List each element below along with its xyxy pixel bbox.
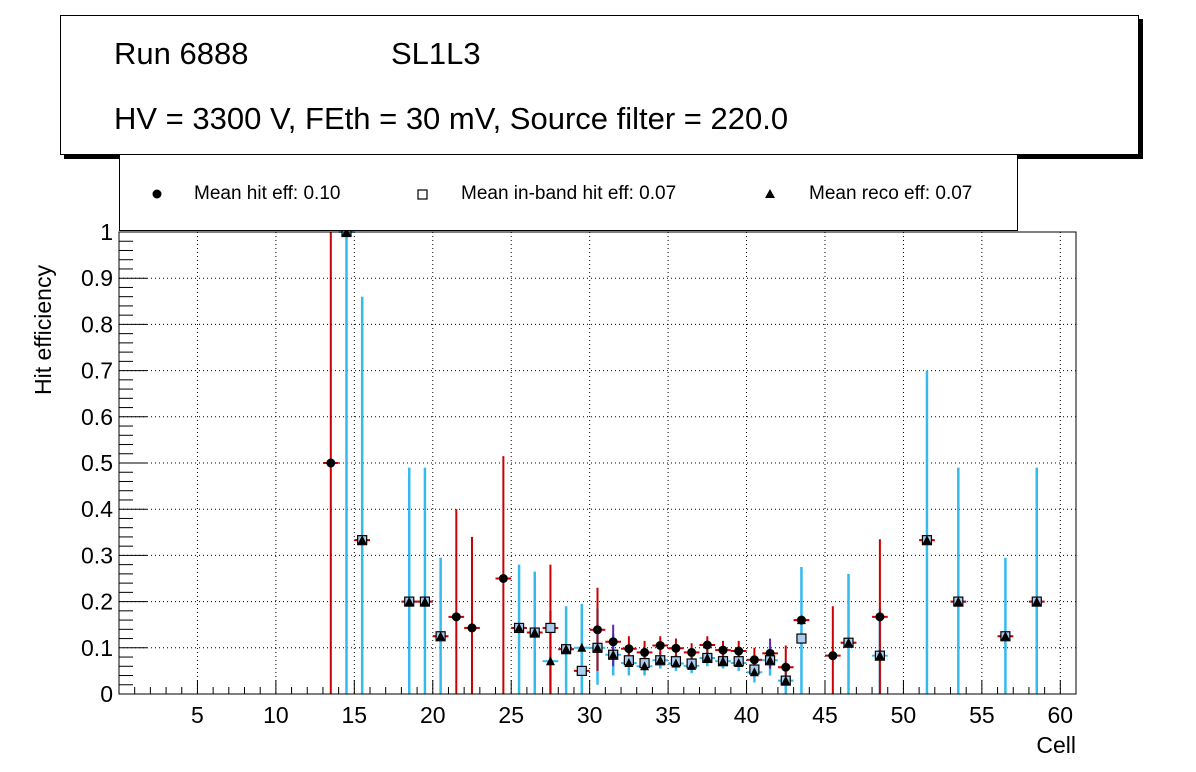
data-markers bbox=[326, 226, 1042, 686]
legend-inband-eff: Mean in-band hit eff: 0.07 bbox=[461, 183, 677, 204]
reco-eff-point bbox=[1000, 631, 1010, 641]
legend-square-marker bbox=[417, 189, 428, 200]
reco-eff-point bbox=[734, 658, 744, 668]
hit-eff-point bbox=[608, 637, 618, 647]
hit-eff-point bbox=[593, 625, 602, 635]
x-tick-label: 10 bbox=[263, 702, 289, 728]
x-tick-label: 5 bbox=[191, 702, 204, 728]
hit-eff-point bbox=[671, 643, 681, 653]
hit-eff-point bbox=[718, 645, 728, 655]
y-tick-label: 0.1 bbox=[81, 635, 113, 661]
reco-eff-point bbox=[749, 667, 759, 677]
reco-eff-point bbox=[530, 627, 540, 637]
legend-triangle-marker bbox=[765, 189, 775, 198]
reco-eff-point bbox=[420, 596, 430, 606]
hit-eff-point bbox=[687, 647, 697, 657]
reco-eff-point bbox=[953, 596, 963, 606]
y-axis-label: Hit efficiency bbox=[30, 265, 56, 395]
x-axis-label: Cell bbox=[1036, 732, 1076, 758]
inband-eff-point bbox=[576, 665, 587, 677]
hit-eff-point bbox=[828, 651, 838, 661]
x-tick-label: 25 bbox=[498, 702, 524, 728]
conditions-label: HV = 3300 V, FEth = 30 mV, Source filter… bbox=[114, 101, 789, 136]
legend: Mean hit eff: 0.10 Mean in-band hit eff:… bbox=[119, 155, 1018, 231]
grid-lines bbox=[119, 231, 1076, 695]
reco-eff-point bbox=[718, 656, 728, 666]
x-tick-label: 15 bbox=[342, 702, 368, 728]
legend-reco-eff: Mean reco eff: 0.07 bbox=[809, 183, 973, 204]
y-tick-label: 0.4 bbox=[81, 496, 113, 522]
x-tick-label: 40 bbox=[734, 702, 760, 728]
reco-eff-point bbox=[624, 658, 634, 668]
reco-eff-point bbox=[608, 649, 618, 659]
reco-eff-point bbox=[404, 596, 414, 606]
hit-eff-point bbox=[451, 612, 461, 622]
hit-eff-point bbox=[734, 646, 744, 656]
hit-eff-point bbox=[498, 574, 508, 583]
x-tick-label: 20 bbox=[420, 702, 446, 728]
legend-hit-eff: Mean hit eff: 0.10 bbox=[194, 183, 341, 204]
legend-circle-marker bbox=[152, 189, 162, 199]
title-box: Run 6888 SL1L3 HV = 3300 V, FEth = 30 mV… bbox=[60, 15, 1139, 155]
hit-eff-point bbox=[875, 612, 885, 622]
reco-eff-point bbox=[671, 658, 681, 668]
reco-eff-point bbox=[640, 661, 650, 671]
reco-eff-point bbox=[436, 631, 446, 641]
reco-eff-point bbox=[702, 652, 712, 662]
x-tick-label: 60 bbox=[1048, 702, 1074, 728]
reco-eff-point bbox=[593, 642, 602, 652]
reco-eff-point bbox=[765, 655, 775, 665]
inband-eff-point bbox=[796, 633, 807, 644]
x-tick-label: 30 bbox=[577, 702, 603, 728]
hit-eff-point bbox=[702, 640, 712, 650]
reco-eff-point bbox=[875, 650, 885, 660]
hit-eff-point bbox=[624, 644, 634, 654]
reco-eff-point bbox=[561, 644, 571, 654]
hit-eff-point bbox=[655, 640, 665, 650]
reco-eff-point bbox=[655, 655, 665, 665]
reco-eff-point bbox=[357, 535, 367, 545]
hit-eff-point bbox=[640, 647, 650, 657]
hit-eff-point bbox=[781, 662, 791, 672]
axes: 5 10 15 20 25 30 35 40 45 50 55 60 0 0.1 0.2 0.3 0.4 0.5 0… bbox=[81, 219, 1073, 728]
y-tick-label: 0.8 bbox=[81, 311, 113, 337]
y-tick-label: 0.7 bbox=[81, 358, 113, 384]
inband-eff-point bbox=[545, 622, 556, 634]
reco-eff-point bbox=[545, 656, 555, 666]
hit-eff-point bbox=[467, 623, 477, 633]
y-tick-label: 0 bbox=[100, 681, 113, 707]
reco-eff-point bbox=[1032, 596, 1042, 606]
reco-eff-point bbox=[687, 660, 697, 670]
y-tick-label: 1 bbox=[100, 219, 113, 245]
hit-eff-point bbox=[749, 655, 759, 665]
reco-eff-point bbox=[781, 675, 791, 685]
reco-eff-point bbox=[796, 615, 806, 625]
y-tick-label: 0.3 bbox=[81, 542, 113, 568]
y-tick-label: 0.5 bbox=[81, 450, 113, 476]
reco-eff-point bbox=[577, 642, 587, 652]
x-tick-label: 35 bbox=[655, 702, 681, 728]
reco-eff-point bbox=[922, 535, 932, 545]
hit-eff-point bbox=[326, 458, 336, 468]
x-tick-label: 50 bbox=[891, 702, 917, 728]
run-label: Run 6888 bbox=[114, 36, 249, 71]
reco-eff-point bbox=[514, 622, 524, 632]
y-tick-label: 0.2 bbox=[81, 589, 113, 615]
x-tick-label: 55 bbox=[969, 702, 995, 728]
x-tick-label: 45 bbox=[812, 702, 838, 728]
layer-label: SL1L3 bbox=[391, 36, 481, 71]
y-tick-label: 0.6 bbox=[81, 404, 113, 430]
reco-eff-point bbox=[844, 637, 854, 647]
y-tick-label: 0.9 bbox=[81, 265, 113, 291]
